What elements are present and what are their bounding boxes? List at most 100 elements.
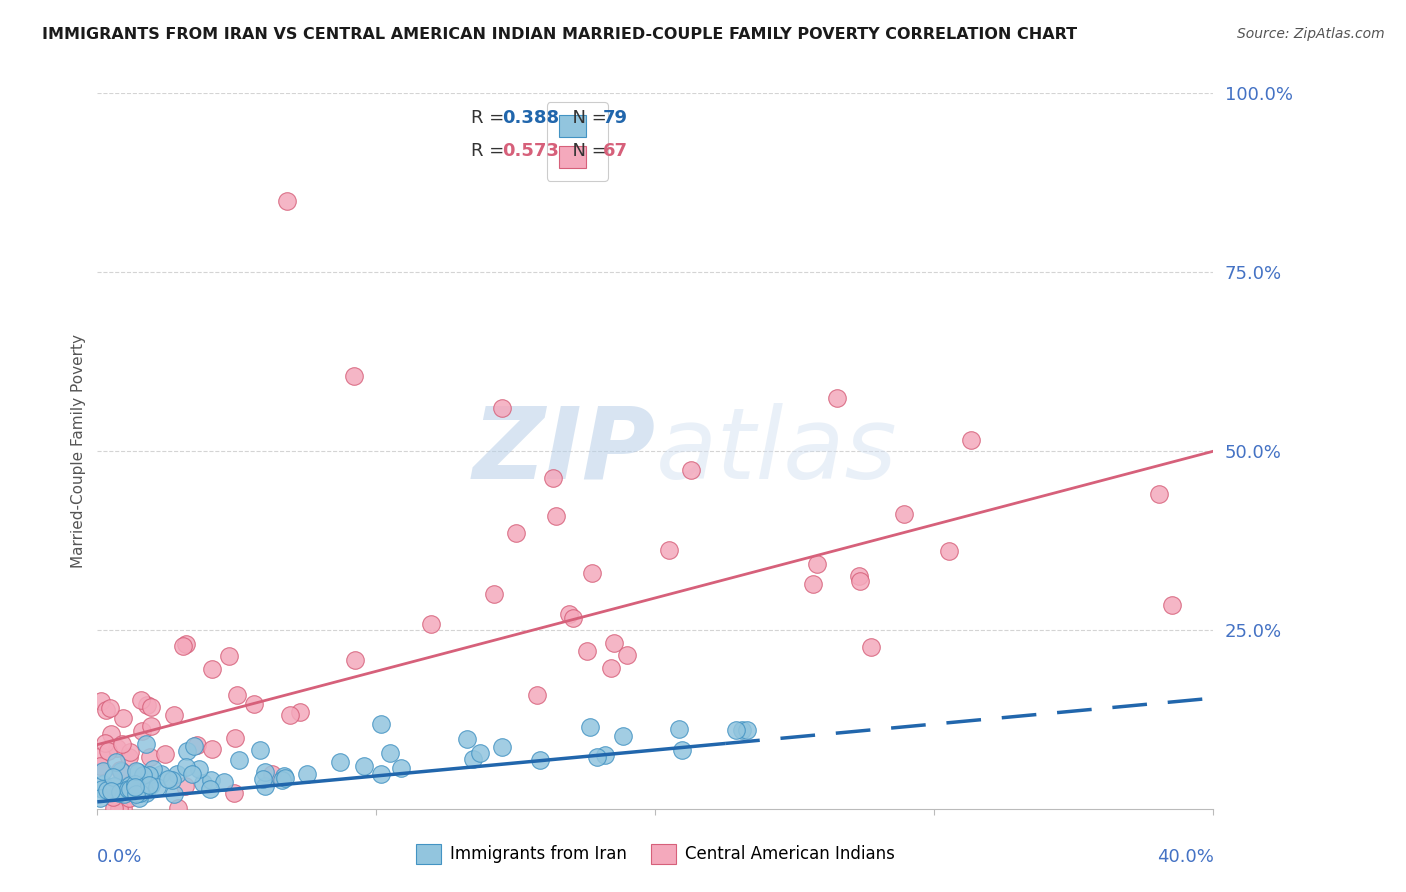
Point <box>541 471 564 485</box>
Point <box>849 574 872 588</box>
Point <box>155 747 177 761</box>
Point <box>124 787 146 801</box>
Point <box>893 507 915 521</box>
Point <box>329 755 352 769</box>
Point <box>575 644 598 658</box>
Text: 67: 67 <box>603 142 628 160</box>
Text: Source: ZipAtlas.com: Source: ZipAtlas.com <box>1237 27 1385 41</box>
Point <box>138 768 160 782</box>
Point <box>104 755 127 769</box>
Text: 0.388: 0.388 <box>502 110 560 128</box>
Point <box>456 731 478 746</box>
Point <box>142 763 165 777</box>
Point <box>107 801 129 815</box>
Legend: Immigrants from Iran, Central American Indians: Immigrants from Iran, Central American I… <box>408 835 903 872</box>
Point <box>389 761 412 775</box>
Point <box>138 778 160 792</box>
Point <box>295 767 318 781</box>
Point <box>806 557 828 571</box>
Text: 0.573: 0.573 <box>502 142 560 160</box>
Point <box>188 762 211 776</box>
Point <box>253 779 276 793</box>
Point <box>200 773 222 788</box>
Point <box>103 779 125 793</box>
Point <box>156 772 179 786</box>
Point <box>118 778 141 792</box>
Point <box>100 726 122 740</box>
Point <box>118 785 141 799</box>
Point <box>546 508 568 523</box>
Point <box>118 791 141 805</box>
Point <box>111 801 134 815</box>
Point <box>180 767 202 781</box>
Point <box>505 526 527 541</box>
Point <box>166 801 188 815</box>
Point <box>198 782 221 797</box>
Point <box>110 764 132 779</box>
Point <box>803 577 825 591</box>
Point <box>112 787 135 801</box>
Point <box>274 772 297 786</box>
Text: R =: R = <box>471 142 510 160</box>
Point <box>848 569 870 583</box>
Point <box>579 720 602 734</box>
Point <box>671 743 693 757</box>
Point <box>1160 598 1182 612</box>
Point <box>107 741 129 756</box>
Point <box>125 764 148 779</box>
Point <box>602 636 624 650</box>
Point <box>860 640 883 655</box>
Point <box>260 767 283 781</box>
Point <box>101 789 124 804</box>
Point <box>97 744 120 758</box>
Point <box>226 689 249 703</box>
Point <box>120 784 142 798</box>
Text: R =: R = <box>471 110 510 128</box>
Point <box>108 786 131 800</box>
Point <box>616 648 638 662</box>
Point <box>141 700 163 714</box>
Point <box>103 801 125 815</box>
Point <box>118 781 141 796</box>
Point <box>658 543 681 558</box>
Point <box>278 708 301 723</box>
Point <box>243 698 266 712</box>
Point <box>581 566 603 581</box>
Text: N =: N = <box>561 142 612 160</box>
Point <box>129 693 152 707</box>
Point <box>191 776 214 790</box>
Point <box>136 698 159 712</box>
Point <box>353 759 375 773</box>
Point <box>166 767 188 781</box>
Point <box>731 723 754 738</box>
Point <box>737 723 759 737</box>
Point <box>139 750 162 764</box>
Point <box>201 663 224 677</box>
Point <box>593 748 616 763</box>
Point <box>600 660 623 674</box>
Point <box>131 767 153 781</box>
Text: ZIP: ZIP <box>472 402 655 500</box>
Point <box>558 607 581 622</box>
Point <box>111 737 134 751</box>
Point <box>249 743 271 757</box>
Point <box>91 777 114 791</box>
Point <box>343 653 366 667</box>
Point <box>100 784 122 798</box>
Point <box>128 790 150 805</box>
Point <box>129 786 152 800</box>
Point <box>586 749 609 764</box>
Point <box>468 746 491 760</box>
Point <box>174 779 197 793</box>
Point <box>222 786 245 800</box>
Point <box>127 765 149 780</box>
Point <box>174 760 197 774</box>
Point <box>825 391 848 405</box>
Point <box>252 772 274 786</box>
Point <box>174 637 197 651</box>
Point <box>131 723 153 738</box>
Point <box>491 740 513 755</box>
Point <box>128 782 150 797</box>
Point <box>124 777 146 791</box>
Point <box>160 773 183 788</box>
